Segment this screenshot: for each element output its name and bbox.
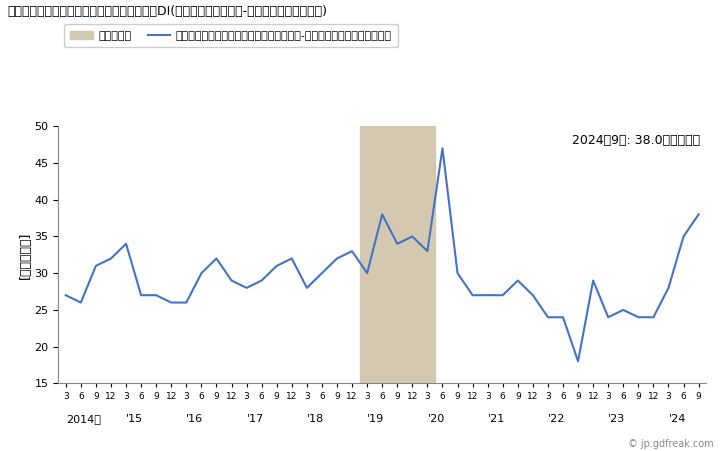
Text: 2014年: 2014年: [66, 414, 100, 424]
Text: '22: '22: [548, 414, 566, 424]
Bar: [360, 126, 435, 383]
Text: '21: '21: [488, 414, 505, 424]
Text: '18: '18: [307, 414, 324, 424]
Text: © jp.gdfreak.com: © jp.gdfreak.com: [628, 439, 713, 449]
Text: 繊維製造業の中小企業の製商品在庫水準判断DI(過大ないしやや多め-やや少なめないし不足): 繊維製造業の中小企業の製商品在庫水準判断DI(過大ないしやや多め-やや少なめない…: [7, 5, 328, 18]
Text: '17: '17: [247, 414, 264, 424]
Text: '23: '23: [608, 414, 625, 424]
Text: '16: '16: [186, 414, 203, 424]
Text: '20: '20: [427, 414, 445, 424]
Legend: 景気後退期, 製商品在庫水準（「過大ないしやや多め」-「やや少なめないし不足」）: 景気後退期, 製商品在庫水準（「過大ないしやや多め」-「やや少なめないし不足」）: [64, 24, 398, 47]
Y-axis label: [％ポイント]: [％ポイント]: [19, 231, 31, 279]
Text: '24: '24: [668, 414, 686, 424]
Text: '19: '19: [367, 414, 384, 424]
Text: 2024年9月: 38.0％ポイント: 2024年9月: 38.0％ポイント: [571, 134, 700, 147]
Text: '15: '15: [126, 414, 143, 424]
